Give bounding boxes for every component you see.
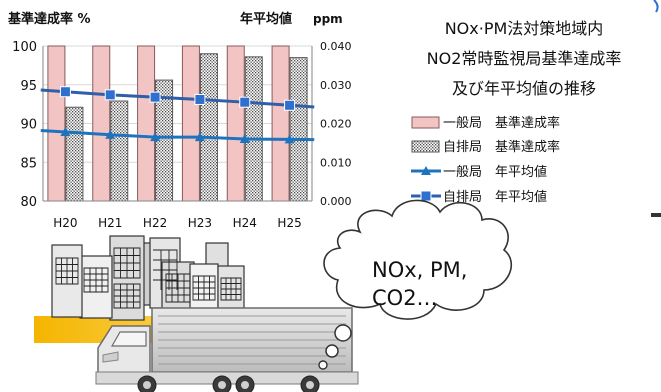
edge-arrow-top-icon <box>653 0 659 13</box>
right-tick-label: 0.030 <box>320 79 352 92</box>
bar-roadside-rate <box>110 100 129 202</box>
legend-label-general-rate: 一般局 基準達成率 <box>443 115 560 131</box>
roadside-mean-marker <box>284 99 296 111</box>
axes <box>42 46 313 202</box>
bar-general-rate <box>137 45 156 202</box>
left-tick-label: 95 <box>20 79 37 94</box>
chart-title-line-3: 及び年平均値の推移 <box>452 79 596 98</box>
x-tick-label: H21 <box>98 216 122 230</box>
x-tick-label: H25 <box>277 216 301 230</box>
roadside-mean-marker <box>59 86 71 98</box>
bubble-text-line-2: CO2… <box>372 286 438 310</box>
roadside-mean-marker <box>194 93 206 105</box>
general-mean-marker <box>105 129 116 139</box>
legend-swatch-general-rate <box>411 116 440 129</box>
legend-square-marker <box>420 190 432 202</box>
roadside-mean-line <box>40 88 315 109</box>
roadside-mean-marker <box>104 89 116 101</box>
roadside-mean-marker <box>239 96 251 108</box>
chart-title-line-2: NO2常時監視局基準達成率 <box>427 49 622 68</box>
x-tick-label: H20 <box>53 216 77 230</box>
bar-roadside-rate <box>65 106 84 202</box>
right-tick-label: 0.000 <box>320 195 352 208</box>
x-tick-label: H22 <box>143 216 167 230</box>
right-axis-title: 年平均値 <box>240 11 292 27</box>
right-tick-label: 0.020 <box>320 118 352 131</box>
general-mean-marker <box>284 134 295 144</box>
left-tick-label: 80 <box>20 195 37 210</box>
legend-label-roadside-rate: 自排局 基準達成率 <box>443 139 560 155</box>
bar-general-rate <box>271 45 290 202</box>
bar-roadside-rate <box>289 57 308 202</box>
x-tick-label: H23 <box>188 216 212 230</box>
general-mean-marker <box>150 132 161 142</box>
bar-roadside-rate <box>199 53 218 202</box>
roadside-mean-marker <box>149 91 161 103</box>
general-mean-line <box>40 129 315 142</box>
bar-roadside-rate <box>244 56 263 202</box>
truck-icon <box>95 307 359 392</box>
bar-general-rate <box>47 45 66 202</box>
lines <box>40 86 315 144</box>
right-tick-label: 0.040 <box>320 40 352 53</box>
x-tick-label: H24 <box>233 216 257 230</box>
left-tick-label: 85 <box>20 156 37 171</box>
legend-label-roadside-mean: 自排局 年平均値 <box>443 189 547 205</box>
tick-labels: 80 0.000 85 0.010 90 0.020 95 0.030 100 0.040 H20 H… <box>12 40 351 230</box>
right-tick-label: 0.010 <box>320 156 352 169</box>
general-mean-marker <box>239 134 250 143</box>
edge-arrow-mid-icon <box>651 213 661 217</box>
right-axis-unit: ppm <box>313 12 343 26</box>
legend-label-general-mean: 一般局 年平均値 <box>443 164 547 180</box>
general-mean-marker <box>60 127 71 137</box>
bubble-text-line-1: NOx, PM, <box>372 258 467 282</box>
thought-bubble-icon: NOx, PM, CO2… <box>318 199 513 370</box>
left-tick-label: 100 <box>12 40 37 55</box>
left-axis-title: 基準達成率 % <box>7 11 91 27</box>
legend-triangle-marker <box>421 166 431 175</box>
chart-title-line-1: NOx·PM法対策地域内 <box>445 19 604 38</box>
legend-swatch-roadside-rate <box>411 140 440 153</box>
bar-general-rate <box>226 45 245 202</box>
bar-general-rate <box>181 45 200 202</box>
legend: 一般局 基準達成率 自排局 基準達成率 一般局 年平均値 自排局 年平均値 <box>411 115 560 205</box>
left-tick-label: 90 <box>20 118 37 133</box>
bar-general-rate <box>92 45 111 202</box>
general-mean-marker <box>194 132 205 142</box>
